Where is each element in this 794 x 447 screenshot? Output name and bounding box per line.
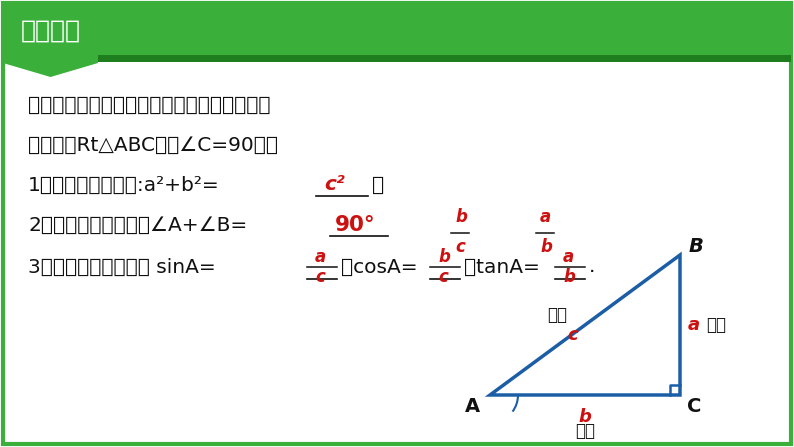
Text: 2）锐角之间的关系：∠A+∠B=: 2）锐角之间的关系：∠A+∠B= — [28, 215, 247, 235]
Text: a: a — [688, 316, 700, 334]
Text: 如图，在Rt△ABC中，∠C=90，则: 如图，在Rt△ABC中，∠C=90，则 — [28, 135, 278, 155]
Text: C: C — [687, 397, 701, 417]
Text: ；: ； — [372, 176, 384, 194]
Text: b: b — [563, 268, 575, 286]
Text: c²: c² — [324, 176, 345, 194]
Text: ，tanA=: ，tanA= — [464, 257, 540, 277]
Text: B: B — [688, 237, 703, 257]
Text: 对边: 对边 — [706, 316, 726, 334]
Text: c: c — [455, 238, 464, 256]
Polygon shape — [3, 63, 98, 77]
Text: .: . — [589, 257, 596, 277]
Text: b: b — [540, 238, 552, 256]
Bar — [3, 3, 98, 63]
Text: c: c — [315, 268, 325, 286]
Text: ，cosA=: ，cosA= — [341, 257, 418, 277]
Text: c: c — [568, 326, 578, 344]
Text: b: b — [438, 248, 450, 266]
Text: a: a — [540, 208, 551, 226]
Text: 1）三边之间的关系:a²+b²=: 1）三边之间的关系:a²+b²= — [28, 176, 220, 194]
Text: a: a — [315, 248, 326, 266]
Bar — [98, 55, 791, 62]
Text: b: b — [455, 208, 467, 226]
Text: 邻边: 邻边 — [575, 422, 595, 440]
Text: b: b — [579, 408, 592, 426]
Text: 》提问「根据之前所学知识，回答下面问题：: 》提问「根据之前所学知识，回答下面问题： — [28, 96, 271, 114]
Text: c: c — [438, 268, 448, 286]
Text: 3）边角之间的关系： sinA=: 3）边角之间的关系： sinA= — [28, 257, 216, 277]
Text: A: A — [464, 397, 480, 417]
Text: 斜边: 斜边 — [547, 306, 567, 324]
Text: 复习巩固: 复习巩固 — [21, 19, 80, 43]
Bar — [98, 3, 791, 55]
Text: a: a — [563, 248, 574, 266]
Text: 90°: 90° — [335, 215, 376, 235]
